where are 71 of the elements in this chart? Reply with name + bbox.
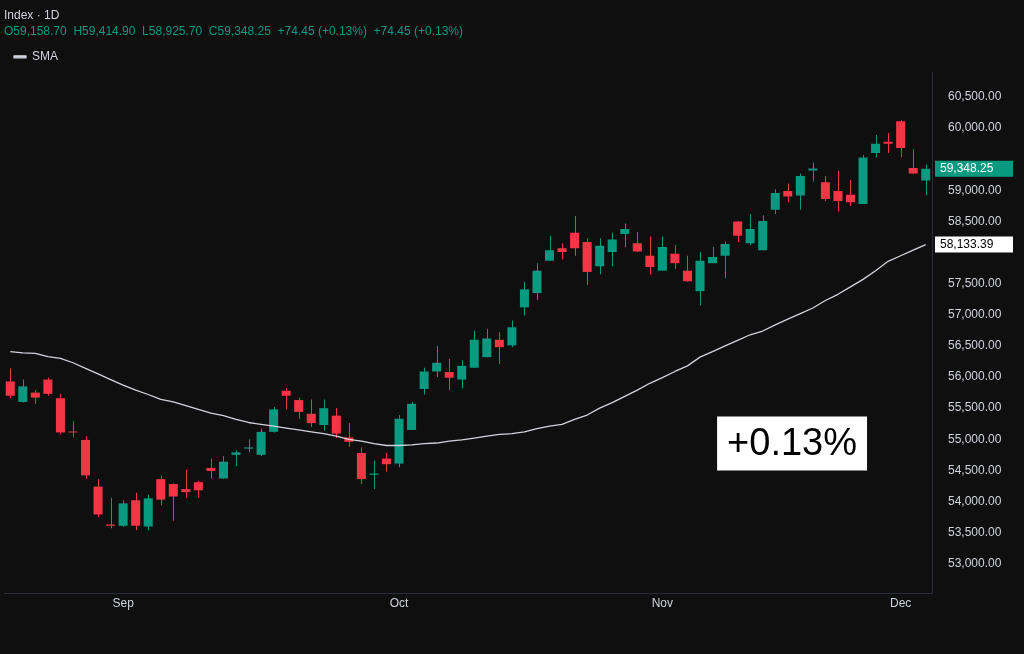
y-tick-label: 60,500.00 <box>948 89 1002 104</box>
candlestick <box>482 328 492 358</box>
candlestick <box>833 169 843 213</box>
candlestick <box>181 469 191 499</box>
candlestick <box>118 499 128 528</box>
y-tick-label: 56,500.00 <box>948 338 1002 353</box>
candlestick <box>770 188 780 215</box>
y-tick-label: 57,500.00 <box>948 276 1002 291</box>
legend-label: SMA <box>32 49 59 64</box>
candlestick <box>657 235 667 272</box>
candlestick <box>532 262 542 301</box>
candlestick <box>883 132 893 154</box>
candlestick <box>620 222 630 248</box>
candlestick <box>871 134 881 158</box>
candlestick <box>168 482 178 522</box>
y-tick-label: 56,000.00 <box>948 369 1002 384</box>
x-tick-label: Nov <box>651 596 674 611</box>
candlestick <box>720 240 730 279</box>
candlestick <box>783 183 793 203</box>
x-tick-label: Oct <box>389 596 410 611</box>
candlestick <box>331 407 341 439</box>
y-tick-label: 59,000.00 <box>948 182 1002 197</box>
candlestick <box>820 175 830 202</box>
candlestick <box>18 379 28 404</box>
y-tick-label: 54,500.00 <box>948 462 1002 477</box>
x-tick-label: Sep <box>112 596 135 611</box>
candlestick <box>206 458 216 479</box>
y-tick-label: 53,000.00 <box>948 556 1002 571</box>
candlestick <box>519 281 529 316</box>
candlestick <box>545 235 555 262</box>
candlestick <box>570 215 580 257</box>
candlestick <box>432 345 442 378</box>
annotation: +0.13% <box>727 421 858 464</box>
candlestick <box>908 148 918 175</box>
y-tick-label: 58,500.00 <box>948 213 1002 228</box>
y-tick-label: 53,500.00 <box>948 524 1002 539</box>
candlestick <box>921 164 931 196</box>
candlestick <box>494 331 504 365</box>
candlestick <box>294 397 304 420</box>
candlestick <box>156 474 166 506</box>
candlestick <box>306 398 316 428</box>
y-tick-label: 55,500.00 <box>948 400 1002 415</box>
text: 58,133.39 <box>940 236 994 251</box>
candlestick <box>43 377 53 397</box>
y-tick-label: 54,000.00 <box>948 493 1002 508</box>
candlestick <box>595 237 605 275</box>
y-tick-label: 60,000.00 <box>948 120 1002 135</box>
candlestick <box>319 398 329 432</box>
candlestick <box>68 420 78 438</box>
candlestick <box>845 179 855 207</box>
candlestick <box>607 232 617 267</box>
candlestick <box>795 173 805 211</box>
candlestick <box>632 231 642 253</box>
candlestick <box>444 358 454 391</box>
candlestick <box>507 319 517 348</box>
candlestick <box>5 367 15 399</box>
candlestick <box>682 255 692 283</box>
candlestick <box>218 455 228 480</box>
candlestick <box>645 235 655 275</box>
candlestick <box>670 244 680 270</box>
text: 59,348.25 <box>940 161 994 176</box>
candlestick <box>745 213 755 246</box>
x-tick-label: Dec <box>889 596 912 611</box>
y-tick-label: 57,000.00 <box>948 307 1002 322</box>
candlestick <box>457 359 467 389</box>
candlestick <box>419 367 429 395</box>
chart-subtitle: O59,158.70 H59,414.90 L58,925.70 C59,348.25 +74.45 (+0.13%) +74.45 (+0.13%) <box>4 23 464 38</box>
candlestick <box>256 428 266 457</box>
chart-title: Index · 1D <box>4 7 60 22</box>
candlestick <box>281 387 291 410</box>
y-tick-label: 55,000.00 <box>948 431 1002 446</box>
